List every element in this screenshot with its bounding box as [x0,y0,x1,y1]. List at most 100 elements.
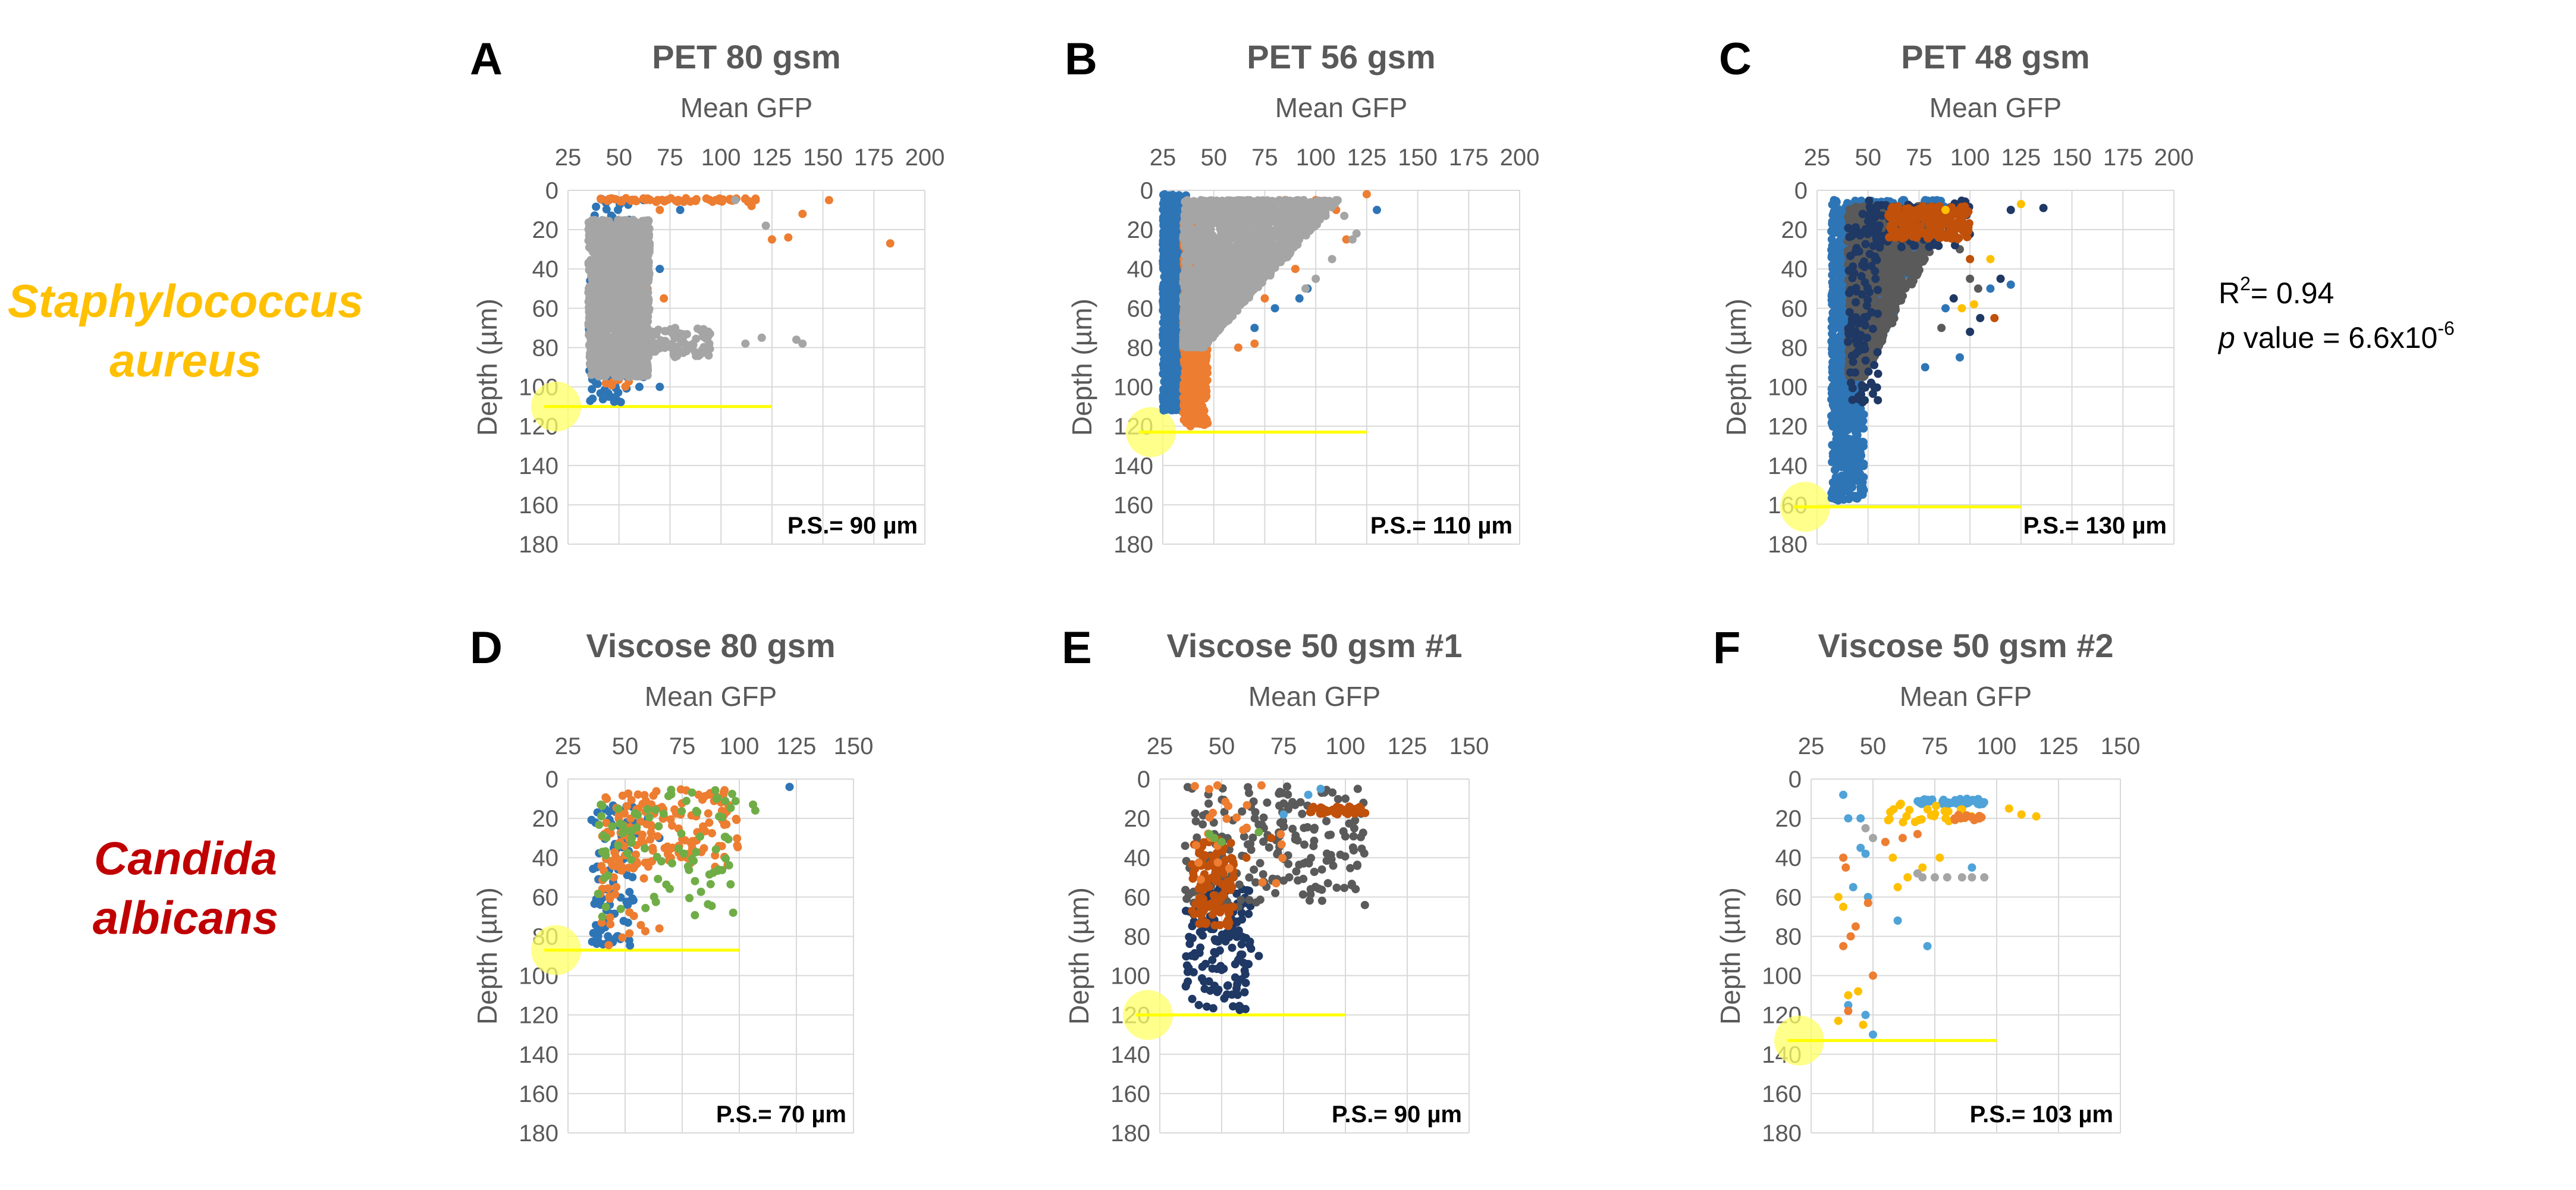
data-point [1162,233,1171,242]
data-point [1198,362,1207,370]
data-point [600,310,609,319]
data-point [613,205,622,214]
data-point [1168,344,1177,353]
data-point [595,225,604,234]
data-point [603,258,611,266]
data-point [1200,420,1209,429]
organism-label-candida: Candida albicans [93,832,278,944]
data-point [1295,294,1304,303]
data-point [715,194,724,203]
data-point [692,194,701,203]
data-point [596,389,605,398]
y-tick-label: 80 [532,335,559,361]
y-tick-label: 20 [1127,217,1154,243]
data-point [594,359,603,368]
data-point [604,194,613,203]
data-point [1203,376,1212,385]
data-point [589,294,598,303]
data-point [594,252,603,261]
data-point [645,247,654,256]
data-point [636,253,645,262]
data-point [634,228,643,237]
y-tick-label: 20 [532,217,559,243]
data-point [603,226,612,235]
x-axis-label: Mean GFP [1275,92,1407,123]
data-point [1234,343,1242,352]
data-point [676,206,685,215]
data-point [741,339,750,348]
data-point [641,311,650,320]
data-point [1362,190,1371,199]
organism-name-line1: Candida [94,832,277,884]
data-point [1161,386,1170,395]
data-point [655,382,664,391]
data-point [588,223,597,232]
data-point [679,332,688,341]
x-tick-label: 75 [657,145,683,171]
data-point [676,346,685,355]
x-tick-label: 150 [1398,145,1438,171]
x-tick-label: 50 [605,145,632,171]
x-axis-label: Mean GFP [680,92,812,123]
x-tick-label: 125 [752,145,792,171]
data-point [629,365,638,373]
y-tick-label: 40 [1127,256,1154,282]
y-tick-label: 180 [519,532,559,558]
data-point [639,194,648,203]
data-point [1161,220,1170,229]
data-point [824,196,833,205]
data-point [613,232,622,241]
organism-label-staphylococcus: Staphylococcus aureus [8,275,363,387]
data-point [1250,324,1259,332]
data-point [668,328,677,337]
data-point [1166,244,1175,253]
data-point [642,282,651,291]
data-point [705,344,714,353]
data-point [694,351,703,360]
data-point [633,347,642,356]
data-point [658,196,667,205]
data-point [629,310,638,319]
y-tick-label: 0 [1140,178,1153,204]
data-point [626,274,635,283]
data-point [648,327,657,336]
data-point [585,306,594,315]
data-point [629,294,638,303]
y-tick-label: 60 [532,296,559,322]
x-tick-label: 200 [1500,145,1540,171]
data-point [618,220,627,229]
y-tick-label: 160 [519,492,559,519]
data-point [1291,265,1300,274]
x-tick-label: 175 [1449,145,1489,171]
data-point [605,237,614,246]
data-point [588,385,597,394]
data-point [1162,399,1171,408]
data-point [1195,371,1204,380]
data-point [641,221,650,230]
x-tick-label: 25 [1150,145,1176,171]
data-point [1168,203,1177,212]
x-tick-label: 50 [1200,145,1227,171]
data-point [617,246,626,255]
data-point [1168,292,1177,301]
data-point [1165,267,1174,276]
data-point [644,346,652,354]
data-point [731,196,740,205]
data-point [1200,390,1209,399]
data-point [741,194,749,203]
data-point [784,233,793,242]
data-point [704,332,713,341]
data-point [626,253,635,262]
data-point [601,216,610,225]
data-point [587,318,596,327]
data-point [598,371,607,380]
data-point [1180,356,1189,365]
data-point [604,272,613,281]
data-point [597,195,606,204]
data-point [618,313,627,322]
chart-title: PET 80 gsm [652,38,840,76]
x-tick-label: 200 [905,145,945,171]
data-point [1184,398,1193,407]
data-point [798,209,807,218]
